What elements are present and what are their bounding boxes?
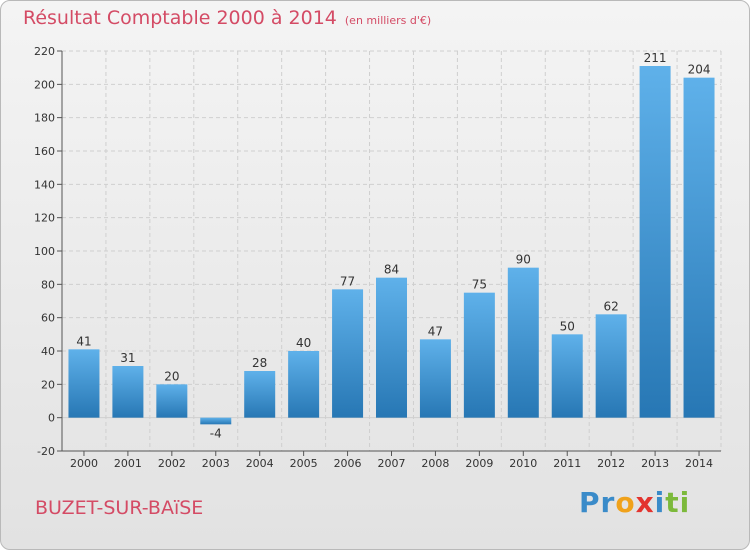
bar xyxy=(200,417,232,425)
commune-name: BUZET-SUR-BAïSE xyxy=(35,497,204,519)
axes xyxy=(57,50,721,456)
bar-value-label: 40 xyxy=(296,336,311,350)
bar-value-label: 28 xyxy=(252,356,267,370)
bar-value-label: 75 xyxy=(472,278,487,292)
x-tick-label: 2014 xyxy=(685,457,713,470)
x-tick-label: 2001 xyxy=(114,457,142,470)
y-tick-label: 40 xyxy=(41,345,55,358)
bar-value-label: -4 xyxy=(210,426,222,440)
y-tick-label: 80 xyxy=(41,278,55,291)
x-tick-label: 2009 xyxy=(465,457,493,470)
bar xyxy=(156,384,188,418)
bar-value-label: 211 xyxy=(644,51,667,65)
proxiti-logo: Proxiti xyxy=(579,486,690,519)
x-tick-label: 2007 xyxy=(378,457,406,470)
x-tick-label: 2006 xyxy=(334,457,362,470)
bar xyxy=(376,277,407,418)
bars xyxy=(68,66,715,425)
bar xyxy=(332,289,364,418)
bar-value-label: 90 xyxy=(516,253,531,267)
bar xyxy=(683,77,715,418)
y-tick-label: 160 xyxy=(34,145,55,158)
y-tick-label: 0 xyxy=(48,412,55,425)
y-tick-label: -20 xyxy=(37,445,55,458)
x-tick-label: 2000 xyxy=(70,457,98,470)
x-tick-label: 2013 xyxy=(641,457,669,470)
x-tick-label: 2011 xyxy=(553,457,581,470)
bar-value-label: 50 xyxy=(560,319,575,333)
bar-value-label: 204 xyxy=(688,63,711,77)
y-tick-label: 100 xyxy=(34,245,55,258)
labels: -200204060801001201401601802002204120003… xyxy=(34,45,713,470)
bar-value-label: 84 xyxy=(384,263,399,277)
logo-letter: i xyxy=(654,486,666,519)
bar xyxy=(112,366,144,418)
y-tick-label: 200 xyxy=(34,78,55,91)
title-text: Résultat Comptable 2000 à 2014 xyxy=(23,7,337,29)
bar xyxy=(244,371,276,418)
y-tick-label: 20 xyxy=(41,378,55,391)
bar-value-label: 47 xyxy=(428,324,443,338)
x-tick-label: 2003 xyxy=(202,457,230,470)
bar-value-label: 20 xyxy=(164,369,179,383)
x-tick-label: 2004 xyxy=(246,457,274,470)
logo-letter: x xyxy=(635,486,655,519)
y-tick-label: 180 xyxy=(34,112,55,125)
x-tick-label: 2008 xyxy=(421,457,449,470)
bar xyxy=(288,351,320,418)
chart-title: Résultat Comptable 2000 à 2014 (en millie… xyxy=(23,7,431,29)
bar xyxy=(68,349,100,418)
y-tick-label: 220 xyxy=(34,45,55,58)
logo-letter: i xyxy=(679,486,691,519)
bar xyxy=(639,66,671,418)
bar xyxy=(463,292,495,418)
chart-subtitle: (en milliers d'€) xyxy=(344,14,432,27)
logo-letter: o xyxy=(615,486,636,519)
logo-letter: r xyxy=(600,486,616,519)
bar xyxy=(595,314,627,418)
bar xyxy=(551,334,583,418)
y-tick-label: 60 xyxy=(41,312,55,325)
x-tick-label: 2010 xyxy=(509,457,537,470)
x-tick-label: 2012 xyxy=(597,457,625,470)
x-tick-label: 2005 xyxy=(290,457,318,470)
bar xyxy=(419,339,451,418)
bar-value-label: 77 xyxy=(340,274,355,288)
bar-value-label: 62 xyxy=(604,299,619,313)
y-tick-label: 140 xyxy=(34,178,55,191)
logo-letter: P xyxy=(579,486,601,519)
x-tick-label: 2002 xyxy=(158,457,186,470)
bar-value-label: 31 xyxy=(120,351,135,365)
bar xyxy=(507,267,539,418)
y-tick-label: 120 xyxy=(34,212,55,225)
bar-value-label: 41 xyxy=(76,334,91,348)
logo-letter: t xyxy=(665,486,680,519)
